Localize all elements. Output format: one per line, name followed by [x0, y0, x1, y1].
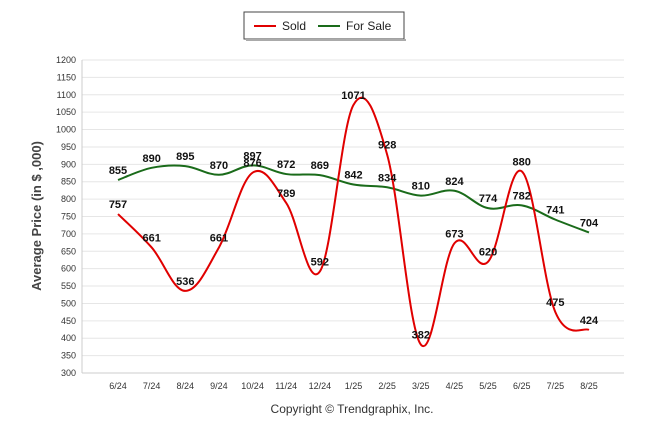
y-tick-label: 550	[61, 281, 76, 291]
x-tick-label: 4/25	[446, 381, 464, 391]
y-tick-label: 450	[61, 316, 76, 326]
series-line-for-sale	[117, 164, 590, 234]
x-tick-label: 1/25	[345, 381, 363, 391]
legend-label-sold: Sold	[282, 19, 306, 33]
y-tick-label: 1150	[57, 72, 76, 82]
data-label-for-sale: 855	[109, 165, 127, 177]
y-tick-label: 500	[61, 298, 76, 308]
y-tick-label: 800	[61, 194, 76, 204]
data-label-for-sale: 834	[378, 172, 397, 184]
x-tick-label: 6/24	[109, 381, 127, 391]
data-label-for-sale: 810	[412, 181, 430, 193]
data-label-sold: 661	[142, 232, 160, 244]
x-tick-label: 2/25	[378, 381, 396, 391]
data-label-for-sale: 782	[513, 190, 531, 202]
data-label-for-sale: 872	[277, 159, 295, 171]
x-tick-label: 7/24	[143, 381, 161, 391]
data-label-for-sale: 895	[176, 151, 194, 163]
y-tick-label: 1000	[56, 125, 76, 135]
data-label-sold: 876	[243, 158, 261, 170]
y-tick-label: 350	[61, 351, 76, 361]
data-label-sold: 382	[412, 329, 430, 341]
x-tick-label: 9/24	[210, 381, 228, 391]
data-label-for-sale: 870	[210, 160, 228, 172]
x-tick-label: 10/24	[241, 381, 264, 391]
data-label-sold: 661	[210, 232, 228, 244]
x-axis: 6/24 7/24 8/24 9/24 10/24 11/24 12/24 1/25 2/25 3…	[109, 381, 598, 391]
y-tick-label: 850	[61, 177, 76, 187]
copyright-footer: Copyright © Trendgraphix, Inc.	[271, 402, 434, 416]
data-label-sold: 789	[277, 188, 295, 200]
y-axis: 300 350 400 450 500 550 600 650 700 750 800 850 900 9…	[56, 55, 76, 378]
y-tick-label: 1050	[56, 107, 76, 117]
data-label-sold: 475	[546, 297, 564, 309]
data-label-sold: 757	[109, 199, 127, 211]
data-label-sold: 424	[580, 315, 599, 327]
data-label-for-sale: 824	[445, 176, 464, 188]
x-tick-label: 7/25	[547, 381, 565, 391]
y-tick-label: 600	[61, 264, 76, 274]
x-tick-label: 6/25	[513, 381, 531, 391]
legend-box-shadow	[246, 39, 406, 41]
grid	[81, 59, 624, 374]
y-tick-label: 950	[61, 142, 76, 152]
legend-label-for-sale: For Sale	[346, 19, 392, 33]
data-label-for-sale: 741	[546, 205, 564, 217]
data-label-for-sale: 869	[311, 160, 329, 172]
data-label-sold: 592	[311, 256, 329, 268]
y-axis-label: Average Price (in $ ,000)	[29, 141, 44, 291]
data-label-sold: 928	[378, 140, 396, 152]
data-label-for-sale: 897	[243, 150, 261, 162]
data-label-for-sale: 774	[479, 193, 498, 205]
data-label-sold: 673	[445, 228, 463, 240]
y-tick-label: 900	[61, 159, 76, 169]
data-label-for-sale: 704	[580, 217, 599, 229]
x-tick-label: 3/25	[412, 381, 430, 391]
y-tick-label: 700	[61, 229, 76, 239]
series-labels: 757 661 536 661 876 789 592 1071 928 382 673 620 880…	[109, 90, 599, 342]
y-tick-label: 400	[61, 333, 76, 343]
series-line-sold	[117, 96, 590, 348]
x-tick-label: 5/25	[479, 381, 497, 391]
data-label-sold: 880	[513, 156, 531, 168]
data-label-for-sale: 890	[142, 153, 160, 165]
x-tick-label: 8/25	[580, 381, 598, 391]
y-tick-label: 650	[61, 246, 76, 256]
data-label-sold: 620	[479, 247, 497, 259]
data-label-sold: 536	[176, 276, 194, 288]
legend: Sold For Sale	[243, 11, 406, 41]
data-label-sold: 1071	[341, 90, 365, 102]
y-tick-label: 1200	[56, 55, 76, 65]
y-tick-label: 300	[61, 368, 76, 378]
x-tick-label: 11/24	[275, 381, 297, 391]
x-tick-label: 12/24	[309, 381, 332, 391]
y-tick-label: 750	[61, 212, 76, 222]
x-tick-label: 8/24	[177, 381, 195, 391]
data-label-for-sale: 842	[344, 170, 362, 182]
series-lines	[117, 96, 590, 348]
y-tick-label: 1100	[57, 90, 76, 100]
